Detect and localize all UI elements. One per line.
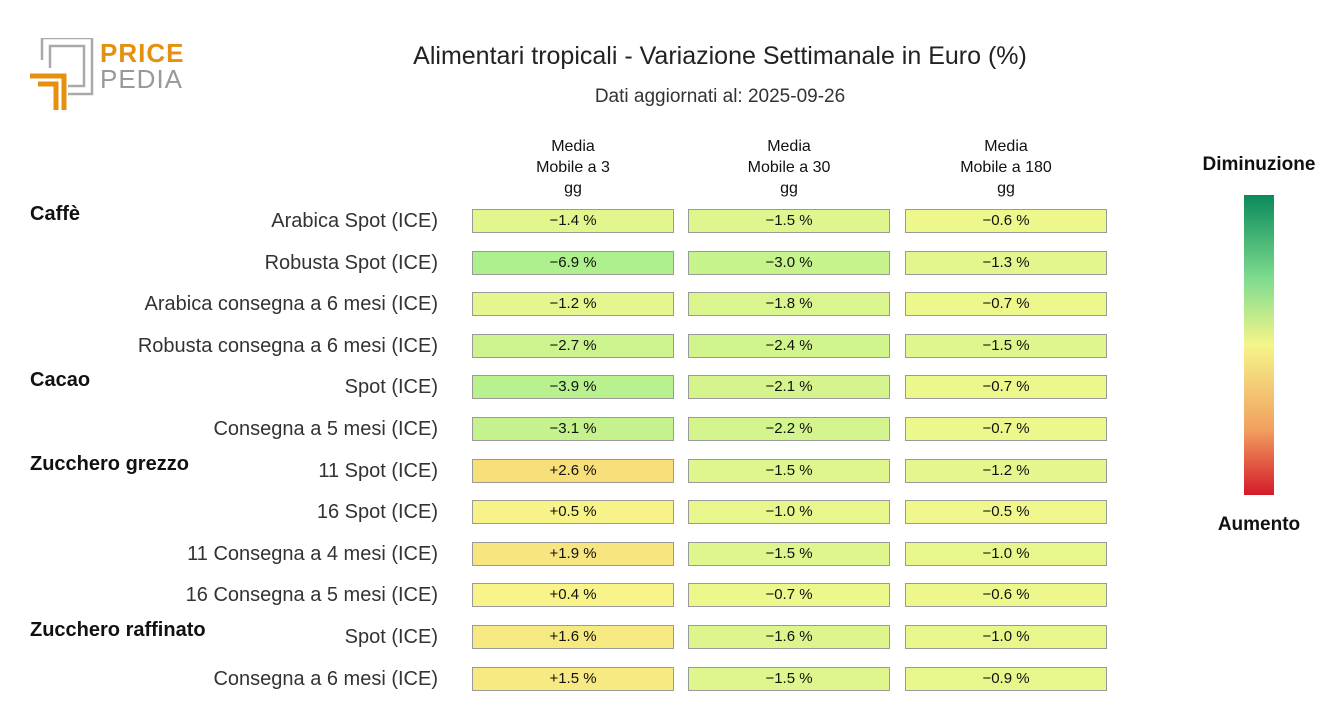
logo-mark-icon bbox=[30, 38, 94, 110]
heatmap-cell: −0.5 % bbox=[905, 500, 1107, 525]
chart-subtitle: Dati aggiornati al: 2025-09-26 bbox=[594, 86, 846, 107]
row-label: 16 Spot (ICE) bbox=[316, 501, 438, 524]
column-header-line: Mobile a 3 bbox=[536, 159, 610, 176]
heatmap-cell: −2.1 % bbox=[688, 375, 890, 400]
heatmap-cell: −0.9 % bbox=[905, 666, 1107, 691]
heatmap-cell: −0.7 % bbox=[688, 583, 890, 608]
heatmap-cell: −0.6 % bbox=[905, 583, 1107, 608]
heatmap-cell: −2.7 % bbox=[472, 333, 674, 358]
column-header-line: Media bbox=[551, 138, 595, 155]
row-label: Spot (ICE) bbox=[344, 376, 438, 399]
legend-bottom-label: Aumento bbox=[1217, 514, 1301, 535]
column-header-line: Mobile a 30 bbox=[747, 159, 831, 176]
row-label: Arabica consegna a 6 mesi (ICE) bbox=[144, 293, 438, 316]
row-label: Arabica Spot (ICE) bbox=[271, 210, 438, 232]
heatmap-cell: −1.6 % bbox=[688, 625, 890, 649]
row-label: 16 Consegna a 5 mesi (ICE) bbox=[185, 584, 438, 607]
heatmap-cell: −2.2 % bbox=[688, 417, 890, 441]
row-label: Robusta consegna a 6 mesi (ICE) bbox=[137, 334, 438, 357]
column-header-line: Mobile a 180 bbox=[960, 159, 1052, 176]
heatmap-cell: −1.0 % bbox=[905, 541, 1107, 566]
column-header-line: gg bbox=[780, 180, 798, 197]
group-label: Zucchero grezzo bbox=[30, 452, 189, 475]
heatmap-cell: −3.1 % bbox=[472, 417, 674, 441]
heatmap-cell: −0.7 % bbox=[905, 375, 1107, 400]
heatmap-cell: −1.2 % bbox=[905, 458, 1107, 483]
column-header-line: gg bbox=[564, 180, 582, 197]
row-label: Consegna a 6 mesi (ICE) bbox=[213, 667, 438, 690]
column-header-line: Media bbox=[984, 138, 1028, 155]
heatmap-cell: +1.5 % bbox=[472, 666, 674, 691]
logo-word-price: PRICE bbox=[100, 38, 185, 68]
heatmap-cell: −1.3 % bbox=[905, 250, 1107, 275]
legend-top-label: Diminuzione bbox=[1202, 154, 1316, 175]
row-label: Robusta Spot (ICE) bbox=[264, 251, 438, 274]
heatmap-cell: −1.2 % bbox=[472, 292, 674, 317]
pricepedia-logo: PRICE PEDIA bbox=[30, 38, 190, 110]
heatmap-cell: −1.0 % bbox=[688, 500, 890, 525]
group-label: Zucchero raffinato bbox=[30, 619, 206, 641]
heatmap-cell: −1.5 % bbox=[688, 209, 890, 233]
heatmap-cell: +0.4 % bbox=[472, 583, 674, 608]
heatmap-cell: −1.0 % bbox=[905, 625, 1107, 649]
heatmap-cell: −1.5 % bbox=[688, 666, 890, 691]
heatmap-cell: −6.9 % bbox=[472, 250, 674, 275]
heatmap-cell: −0.7 % bbox=[905, 292, 1107, 317]
column-header-line: gg bbox=[997, 180, 1015, 197]
heatmap-cell: −1.4 % bbox=[472, 209, 674, 233]
heatmap-cell: −0.6 % bbox=[905, 209, 1107, 233]
heatmap-cell: +0.5 % bbox=[472, 500, 674, 525]
heatmap-cell: −1.8 % bbox=[688, 292, 890, 317]
logo-word-pedia: PEDIA bbox=[100, 64, 184, 94]
column-header-line: Media bbox=[767, 138, 811, 155]
column-header-30gg: Media Mobile a 30 gg bbox=[688, 136, 890, 199]
row-label: Spot (ICE) bbox=[344, 626, 438, 648]
row-label: 11 Spot (ICE) bbox=[318, 459, 438, 482]
heatmap-cell: −1.5 % bbox=[688, 458, 890, 483]
chart-title: Alimentari tropicali - Variazione Settim… bbox=[413, 42, 1027, 70]
heatmap-cell: −1.5 % bbox=[905, 333, 1107, 358]
row-label: Consegna a 5 mesi (ICE) bbox=[213, 418, 438, 440]
heatmap-cell: −3.0 % bbox=[688, 250, 890, 275]
heatmap-cell: +2.6 % bbox=[472, 458, 674, 483]
heatmap-cell: −1.5 % bbox=[688, 541, 890, 566]
heatmap-cell: +1.6 % bbox=[472, 625, 674, 649]
heatmap-cell: +1.9 % bbox=[472, 541, 674, 566]
group-label: Cacao bbox=[30, 369, 91, 392]
row-label: 11 Consegna a 4 mesi (ICE) bbox=[187, 542, 438, 565]
heatmap-cell: −3.9 % bbox=[472, 375, 674, 400]
heatmap-cell: −0.7 % bbox=[905, 417, 1107, 441]
column-header-3gg: Media Mobile a 3 gg bbox=[472, 136, 674, 199]
heatmap-cell: −2.4 % bbox=[688, 333, 890, 358]
column-header-180gg: Media Mobile a 180 gg bbox=[905, 136, 1107, 199]
color-scale-bar bbox=[1244, 195, 1274, 495]
group-label: Caffè bbox=[30, 203, 81, 225]
